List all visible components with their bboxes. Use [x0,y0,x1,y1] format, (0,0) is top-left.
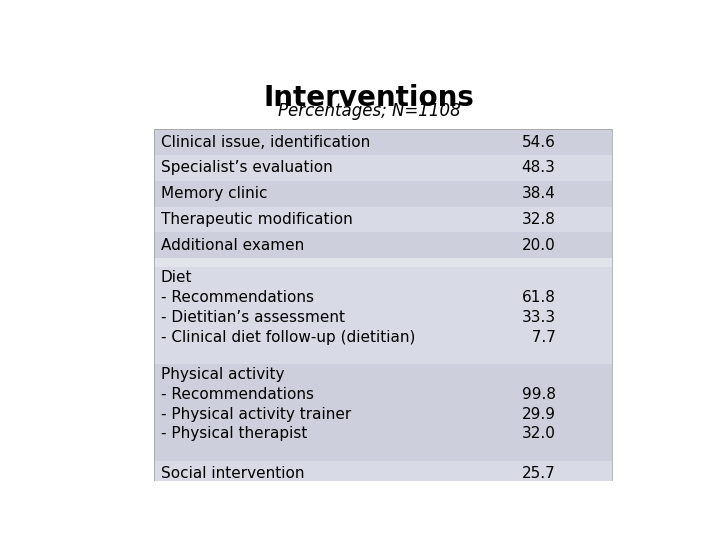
Bar [154,181,612,207]
Bar [154,129,612,487]
Bar [154,267,612,364]
Text: Physical activity
- Recommendations
- Physical activity trainer
- Physical thera: Physical activity - Recommendations - Ph… [161,367,351,442]
Bar [154,461,612,487]
Bar [154,155,612,181]
Bar [154,364,612,461]
Bar [154,129,612,155]
Text: 25.7: 25.7 [522,467,555,482]
Text: Specialist’s evaluation: Specialist’s evaluation [161,160,333,176]
Text: Therapeutic modification: Therapeutic modification [161,212,353,227]
Text: Percentages; N=1108: Percentages; N=1108 [278,102,460,120]
Text: 38.4: 38.4 [521,186,555,201]
Text: 61.8
33.3
  7.7: 61.8 33.3 7.7 [521,270,556,345]
Bar [154,232,612,258]
Text: Interventions: Interventions [264,84,474,112]
Text: Memory clinic: Memory clinic [161,186,267,201]
Bar [154,207,612,232]
Text: Additional examen: Additional examen [161,238,304,253]
Text: Clinical issue, identification: Clinical issue, identification [161,134,370,150]
Text: 48.3: 48.3 [521,160,555,176]
Text: 99.8
29.9
32.0: 99.8 29.9 32.0 [521,367,556,442]
Text: 20.0: 20.0 [522,238,555,253]
Text: Diet
- Recommendations
- Dietitian’s assessment
- Clinical diet follow-up (dieti: Diet - Recommendations - Dietitian’s ass… [161,270,415,345]
Bar [154,258,612,267]
Text: 54.6: 54.6 [521,134,555,150]
Text: 32.8: 32.8 [521,212,555,227]
Text: Social intervention: Social intervention [161,467,305,482]
